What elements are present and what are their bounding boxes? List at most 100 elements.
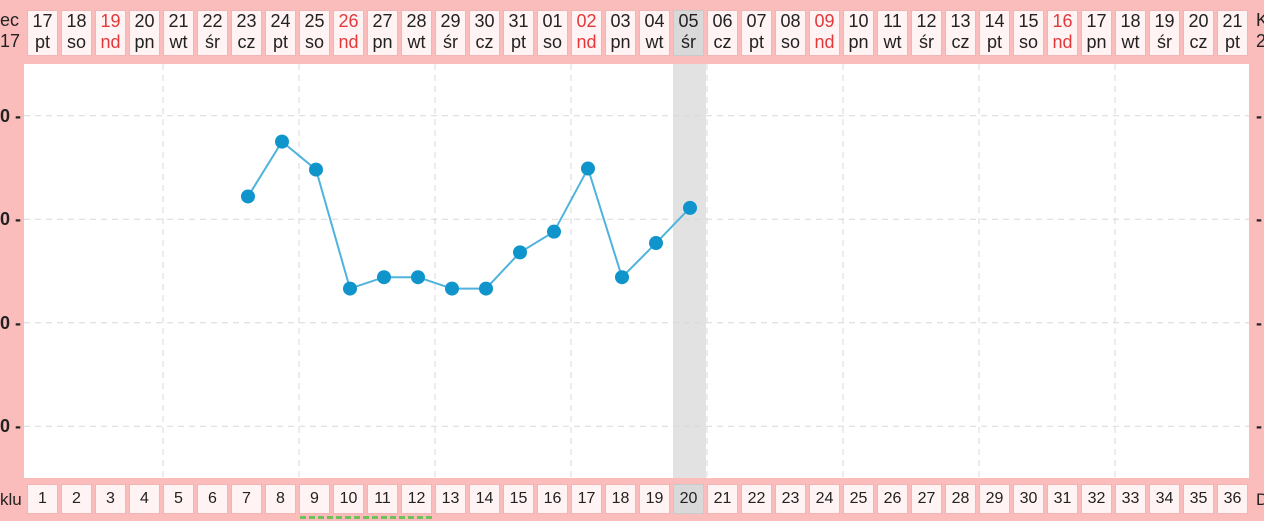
date-cell[interactable]: 08 so: [775, 10, 806, 56]
cycle-day-cell[interactable]: 3: [95, 484, 126, 514]
date-cell[interactable]: 04 wt: [639, 10, 670, 56]
date-cell[interactable]: 21 wt: [163, 10, 194, 56]
date-cell[interactable]: 05 śr: [673, 10, 704, 56]
bottom-marks: [300, 516, 432, 519]
weekday-abbrev: śr: [919, 32, 934, 52]
weekday-abbrev: pt: [1224, 32, 1240, 52]
data-point: [683, 200, 697, 215]
cycle-day-cell[interactable]: 20: [673, 484, 704, 514]
year-label-left: 17: [0, 31, 21, 51]
cycle-day-cell[interactable]: 27: [911, 484, 942, 514]
cycle-day-cell[interactable]: 26: [877, 484, 908, 514]
cycle-day-cell[interactable]: 28: [945, 484, 976, 514]
date-cell[interactable]: 03 pn: [605, 10, 636, 56]
weekday-abbrev: śr: [205, 32, 220, 52]
date-cell[interactable]: 07 pt: [741, 10, 772, 56]
date-cell[interactable]: 21 pt: [1217, 10, 1248, 56]
date-cell[interactable]: 20 pn: [129, 10, 160, 56]
weekday-abbrev: pt: [510, 32, 526, 52]
cycle-day-cell[interactable]: 6: [197, 484, 228, 514]
cycle-day-cell[interactable]: 30: [1013, 484, 1044, 514]
bottom-mark: [318, 516, 324, 519]
cycle-day-cell[interactable]: 13: [435, 484, 466, 514]
date-cell[interactable]: 13 cz: [945, 10, 976, 56]
date-cell[interactable]: 25 so: [299, 10, 330, 56]
cycle-day-cell[interactable]: 11: [367, 484, 398, 514]
cycle-day-cell[interactable]: 22: [741, 484, 772, 514]
date-cell[interactable]: 24 pt: [265, 10, 296, 56]
data-point: [411, 270, 425, 285]
date-number: 20: [134, 11, 155, 31]
cycle-day-cell[interactable]: 29: [979, 484, 1010, 514]
date-cell[interactable]: 20 cz: [1183, 10, 1214, 56]
weekday-abbrev: so: [66, 32, 86, 52]
weekday-abbrev: wt: [883, 32, 902, 52]
date-cell[interactable]: 14 pt: [979, 10, 1010, 56]
cycle-day-cell[interactable]: 17: [571, 484, 602, 514]
cycle-day-cell[interactable]: 33: [1115, 484, 1146, 514]
cycle-day-cell[interactable]: 15: [503, 484, 534, 514]
cycle-day-cell[interactable]: 21: [707, 484, 738, 514]
cycle-day-cell[interactable]: 2: [61, 484, 92, 514]
bottom-mark: [390, 516, 396, 519]
date-cell[interactable]: 18 so: [61, 10, 92, 56]
cycle-day-cell[interactable]: 31: [1047, 484, 1078, 514]
cycle-day-cell[interactable]: 4: [129, 484, 160, 514]
date-cell[interactable]: 01 so: [537, 10, 568, 56]
date-cell[interactable]: 17 pt: [27, 10, 58, 56]
date-cell[interactable]: 15 so: [1013, 10, 1044, 56]
cycle-day-cell[interactable]: 10: [333, 484, 364, 514]
cycle-day-cell[interactable]: 16: [537, 484, 568, 514]
cycle-day-cell[interactable]: 36: [1217, 484, 1248, 514]
cycle-day-cell[interactable]: 25: [843, 484, 874, 514]
date-cell[interactable]: 19 śr: [1149, 10, 1180, 56]
date-cell[interactable]: 30 cz: [469, 10, 500, 56]
y-tick-mark-right: -: [1256, 312, 1262, 333]
date-cell[interactable]: 27 pn: [367, 10, 398, 56]
cycle-day-cell[interactable]: 23: [775, 484, 806, 514]
date-cell[interactable]: 12 śr: [911, 10, 942, 56]
date-cell[interactable]: 29 śr: [435, 10, 466, 56]
cycle-day-cell[interactable]: 14: [469, 484, 500, 514]
date-number: 21: [168, 11, 189, 31]
date-cell[interactable]: 11 wt: [877, 10, 908, 56]
date-number: 12: [916, 11, 937, 31]
cycle-day-cell[interactable]: 12: [401, 484, 432, 514]
cycle-day-cell[interactable]: 24: [809, 484, 840, 514]
weekday-abbrev: nd: [1052, 32, 1073, 52]
weekday-abbrev: pt: [34, 32, 50, 52]
cycle-day-cell[interactable]: 34: [1149, 484, 1180, 514]
cycle-day-cell[interactable]: 7: [231, 484, 262, 514]
cycle-day-cell[interactable]: 5: [163, 484, 194, 514]
data-point: [343, 281, 357, 296]
date-cell[interactable]: 31 pt: [503, 10, 534, 56]
cycle-day-cell[interactable]: 18: [605, 484, 636, 514]
weekday-abbrev: śr: [1157, 32, 1172, 52]
date-number: 18: [1120, 11, 1141, 31]
cycle-day-cell[interactable]: 35: [1183, 484, 1214, 514]
date-cell[interactable]: 10 pn: [843, 10, 874, 56]
weekday-abbrev: pn: [1086, 32, 1107, 52]
date-cell[interactable]: 06 cz: [707, 10, 738, 56]
cycle-day-cell[interactable]: 9: [299, 484, 330, 514]
date-cell[interactable]: 18 wt: [1115, 10, 1146, 56]
cycle-label-left: klu: [0, 490, 22, 509]
cycle-day-cell[interactable]: 19: [639, 484, 670, 514]
date-cell[interactable]: 17 pn: [1081, 10, 1112, 56]
date-number: 30: [474, 11, 495, 31]
date-cell[interactable]: 23 cz: [231, 10, 262, 56]
y-tick-label: 0 -: [0, 209, 22, 230]
data-point: [445, 281, 459, 296]
data-point: [275, 134, 289, 149]
date-number: 27: [372, 11, 393, 31]
cycle-day-cell[interactable]: 32: [1081, 484, 1112, 514]
date-cell[interactable]: 28 wt: [401, 10, 432, 56]
cycle-day-cell[interactable]: 8: [265, 484, 296, 514]
cycle-day-cell[interactable]: 1: [27, 484, 58, 514]
date-cell[interactable]: 22 śr: [197, 10, 228, 56]
